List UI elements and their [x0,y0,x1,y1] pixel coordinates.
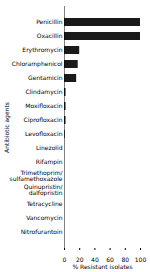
svg-text:Antibiotic agents: Antibiotic agents [3,102,11,153]
svg-text:Oxacillin: Oxacillin [37,32,63,39]
svg-text:60: 60 [106,255,114,263]
svg-text:100: 100 [135,256,147,263]
svg-text:20: 20 [75,255,84,263]
svg-text:Gentamicin: Gentamicin [28,74,63,81]
svg-text:Tetracycline: Tetracycline [26,200,63,208]
svg-text:Erythromycin: Erythromycin [22,46,62,54]
svg-text:Ciprofloxacin: Ciprofloxacin [24,116,63,124]
svg-text:Levofloxacin: Levofloxacin [25,130,63,137]
svg-text:Clindamycin: Clindamycin [26,88,63,96]
svg-text:Trimethoprim/sulfamethoxazole: Trimethoprim/sulfamethoxazole [10,169,64,182]
svg-text:Rifampin: Rifampin [36,158,63,166]
svg-text:Chloramphenicol: Chloramphenicol [12,60,63,68]
svg-text:Vancomycin: Vancomycin [26,214,62,222]
svg-text:80: 80 [121,255,130,263]
svg-text:0: 0 [63,256,67,263]
svg-text:Moxifloxacin: Moxifloxacin [25,102,62,109]
svg-text:% Resistant isolates: % Resistant isolates [72,263,132,270]
svg-text:40: 40 [91,255,99,263]
svg-text:Penicillin: Penicillin [36,18,63,25]
svg-text:Quinupristin/dalfopristin: Quinupristin/dalfopristin [24,183,64,197]
svg-text:Nitrofurantoin: Nitrofurantoin [21,228,63,235]
svg-text:Linezolid: Linezolid [36,144,63,151]
